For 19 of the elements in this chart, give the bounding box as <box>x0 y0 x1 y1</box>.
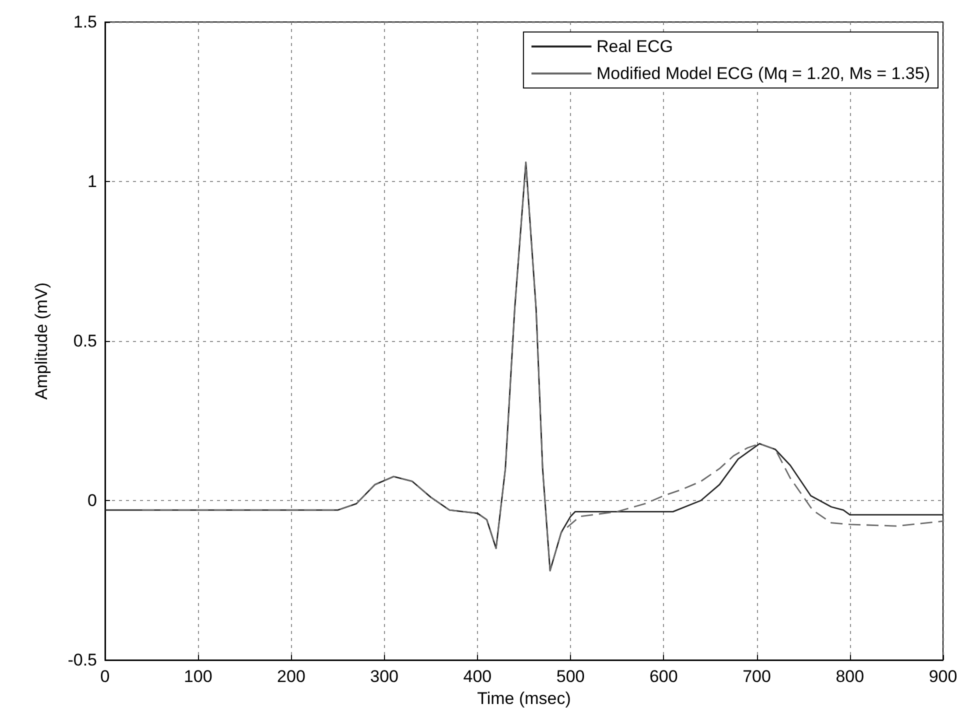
y-axis-title: Amplitude (mV) <box>32 282 51 400</box>
y-tick-label: -0.5 <box>68 650 97 670</box>
y-tick-label: 0 <box>88 491 97 510</box>
x-tick-label: 200 <box>277 667 306 686</box>
x-tick-label: 100 <box>184 667 212 686</box>
x-axis-title: Time (msec) <box>477 688 571 708</box>
x-tick-label: 800 <box>836 667 864 686</box>
x-tick-label: 500 <box>556 667 585 686</box>
y-tick-label: 1 <box>88 172 97 191</box>
x-tick-label: 0 <box>100 667 110 686</box>
y-tick-label: 0.5 <box>73 332 97 350</box>
x-tick-label: 400 <box>463 667 492 686</box>
legend-label: Real ECG <box>596 37 673 56</box>
legend-label: Modified Model ECG (Mq = 1.20, Ms = 1.35) <box>596 64 930 83</box>
x-tick-label: 900 <box>928 667 958 686</box>
x-tick-label: 300 <box>370 667 399 686</box>
x-tick-label: 600 <box>649 667 678 686</box>
y-tick-label: 1.5 <box>73 12 97 32</box>
x-tick-label: 700 <box>742 667 771 686</box>
